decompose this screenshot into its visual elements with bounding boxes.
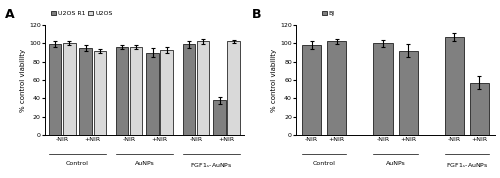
Text: AuNPs: AuNPs bbox=[134, 161, 154, 166]
Bar bbox=[228, 41, 240, 135]
Y-axis label: % control viability: % control viability bbox=[272, 49, 278, 112]
Text: FGF1$_v$-AuNPs: FGF1$_v$-AuNPs bbox=[446, 161, 488, 170]
Bar bbox=[398, 51, 417, 135]
Bar bbox=[197, 41, 209, 135]
Text: Control: Control bbox=[66, 161, 89, 166]
Bar bbox=[63, 43, 76, 135]
Bar bbox=[328, 41, 346, 135]
Text: AuNPs: AuNPs bbox=[386, 161, 406, 166]
Bar bbox=[444, 37, 464, 135]
Bar bbox=[146, 53, 159, 135]
Text: B: B bbox=[252, 8, 262, 21]
Bar bbox=[470, 83, 489, 135]
Bar bbox=[183, 44, 196, 135]
Text: FGF1$_v$-AuNPs: FGF1$_v$-AuNPs bbox=[190, 161, 232, 170]
Bar bbox=[160, 50, 173, 135]
Y-axis label: % control viability: % control viability bbox=[20, 49, 26, 112]
Text: A: A bbox=[5, 8, 15, 21]
Bar bbox=[302, 45, 322, 135]
Bar bbox=[116, 47, 128, 135]
Bar bbox=[130, 47, 142, 135]
Bar bbox=[80, 48, 92, 135]
Bar bbox=[49, 44, 62, 135]
Bar bbox=[374, 43, 392, 135]
Legend: BJ: BJ bbox=[319, 8, 337, 19]
Bar bbox=[94, 51, 106, 135]
Text: Control: Control bbox=[313, 161, 336, 166]
Bar bbox=[214, 100, 226, 135]
Legend: U2OS R1, U2OS: U2OS R1, U2OS bbox=[48, 8, 115, 19]
